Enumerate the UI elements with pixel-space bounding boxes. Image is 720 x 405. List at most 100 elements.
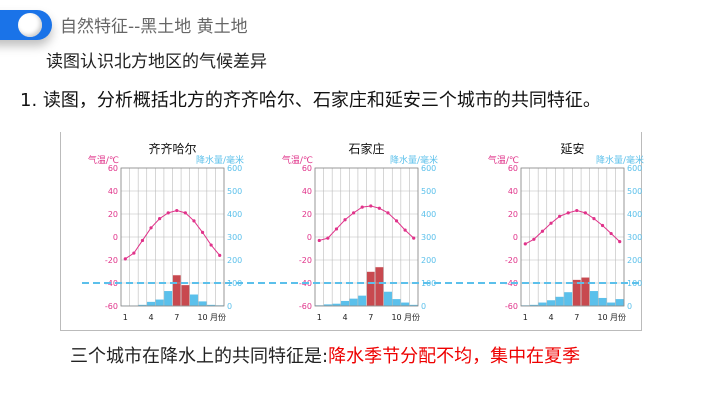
month-tick-label: 7 [174, 313, 179, 322]
temperature-point [166, 211, 170, 215]
temperature-point [523, 242, 527, 246]
plot-frame [520, 167, 625, 307]
precip-bar [172, 274, 182, 307]
temperature-point [192, 219, 196, 223]
temperature-line [525, 210, 621, 245]
precip-tick-label: 600 [227, 164, 242, 173]
precip-bar [189, 294, 199, 306]
precip-tick-label: 500 [421, 187, 436, 196]
temperature-point [566, 211, 570, 215]
precip-bar [546, 300, 556, 306]
temperature-point [403, 228, 407, 232]
temp-tick-label: 60 [508, 164, 518, 173]
precip-tick-label: 0 [627, 302, 632, 311]
temp-tick-label: -20 [299, 256, 312, 265]
chart-title: 延安 [560, 141, 584, 156]
month-tick-label: 10 [197, 313, 207, 322]
precip-bar [323, 304, 333, 306]
month-tick-label: 10 [391, 313, 401, 322]
temperature-point [618, 240, 622, 244]
temperature-point [149, 226, 153, 230]
temperature-point [575, 208, 579, 213]
temp-tick-label: -20 [105, 256, 118, 265]
month-tick-label: 1 [123, 313, 128, 322]
precip-bar [529, 304, 539, 306]
temperature-point [175, 208, 179, 213]
precip-axis-label: 降水量/毫米 [390, 154, 438, 166]
month-tick-label: 4 [548, 313, 553, 322]
precip-tick-label: 200 [227, 256, 242, 265]
precip-tick-label: 400 [421, 210, 436, 219]
month-axis-label: 月份 [610, 312, 626, 322]
temperature-point [158, 217, 162, 221]
temperature-point [209, 243, 213, 247]
answer-line: 三个城市在降水上的共同特征是:降水季节分配不均，集中在夏季 [70, 342, 580, 368]
temp-tick-label: 60 [108, 164, 118, 173]
precip-tick-label: 300 [227, 233, 242, 242]
precip-axis-label: 降水量/毫米 [196, 154, 244, 166]
precip-tick-label: 600 [627, 164, 642, 173]
temperature-point [183, 211, 187, 215]
temperature-point [123, 257, 127, 261]
answer-highlight: 降水季节分配不均，集中在夏季 [328, 346, 581, 367]
precip-bar [206, 304, 216, 306]
precip-tick-label: 200 [421, 256, 436, 265]
subtitle: 读图认识北方地区的气候差异 [46, 52, 267, 72]
precip-tick-label: 300 [421, 233, 436, 242]
temperature-line [319, 205, 415, 241]
temp-tick-label: 20 [302, 210, 312, 219]
answer-prefix: 三个城市在降水上的共同特征是: [70, 346, 329, 367]
precip-tick-label: 100 [227, 279, 242, 288]
temperature-point [369, 204, 373, 208]
temperature-point [360, 205, 364, 209]
precip-bar [349, 298, 358, 306]
temperature-point [609, 231, 613, 236]
precip-tick-label: 0 [421, 302, 426, 311]
precip-bar [392, 299, 401, 306]
temp-tick-label: 0 [513, 233, 518, 242]
temp-axis-label: 气温/℃ [488, 154, 519, 166]
precip-bar [580, 276, 590, 307]
precip-bar [589, 291, 599, 306]
precip-bar [598, 297, 607, 306]
temperature-point [377, 206, 381, 210]
temperature-point [343, 218, 347, 222]
temperature-point [326, 236, 330, 240]
temp-tick-label: 20 [108, 210, 118, 219]
precip-bar [332, 303, 341, 306]
section-marker [0, 10, 52, 40]
precip-bar [180, 284, 190, 307]
temperature-point [200, 230, 205, 234]
precip-tick-label: 500 [227, 187, 242, 196]
question-text: 1. 读图，分析概括北方的齐齐哈尔、石家庄和延安三个城市的共同特征。 [20, 90, 601, 111]
precip-tick-label: 200 [627, 256, 642, 265]
temperature-point [334, 227, 339, 231]
temp-tick-label: -60 [105, 302, 118, 311]
precip-bar [563, 292, 573, 306]
month-tick-label: 7 [574, 313, 579, 322]
precip-bar [155, 299, 164, 306]
temp-tick-label: 40 [302, 187, 312, 196]
precip-bar [366, 271, 376, 307]
temp-tick-label: -60 [505, 302, 518, 311]
temp-tick-label: 40 [508, 187, 518, 196]
precip-bar [606, 302, 616, 306]
precip-bar [138, 304, 147, 306]
chart-title: 齐齐哈尔 [148, 141, 196, 156]
temperature-point [549, 221, 553, 225]
precip-bar [146, 301, 156, 306]
month-tick-label: 4 [148, 313, 153, 322]
month-tick-label: 10 [597, 313, 607, 322]
precip-tick-label: 400 [627, 210, 642, 219]
temperature-point [132, 251, 136, 255]
chart-title: 石家庄 [348, 141, 384, 156]
marker-knob [18, 13, 42, 37]
month-tick-label: 1 [317, 313, 322, 322]
section-title: 自然特征--黑土地 黄土地 [60, 17, 248, 37]
precip-tick-label: 500 [627, 187, 642, 196]
temperature-point [386, 211, 390, 215]
temperature-point [412, 236, 416, 240]
temp-tick-label: -60 [299, 302, 312, 311]
temp-tick-label: -20 [505, 256, 518, 265]
month-axis-label: 月份 [404, 312, 420, 322]
